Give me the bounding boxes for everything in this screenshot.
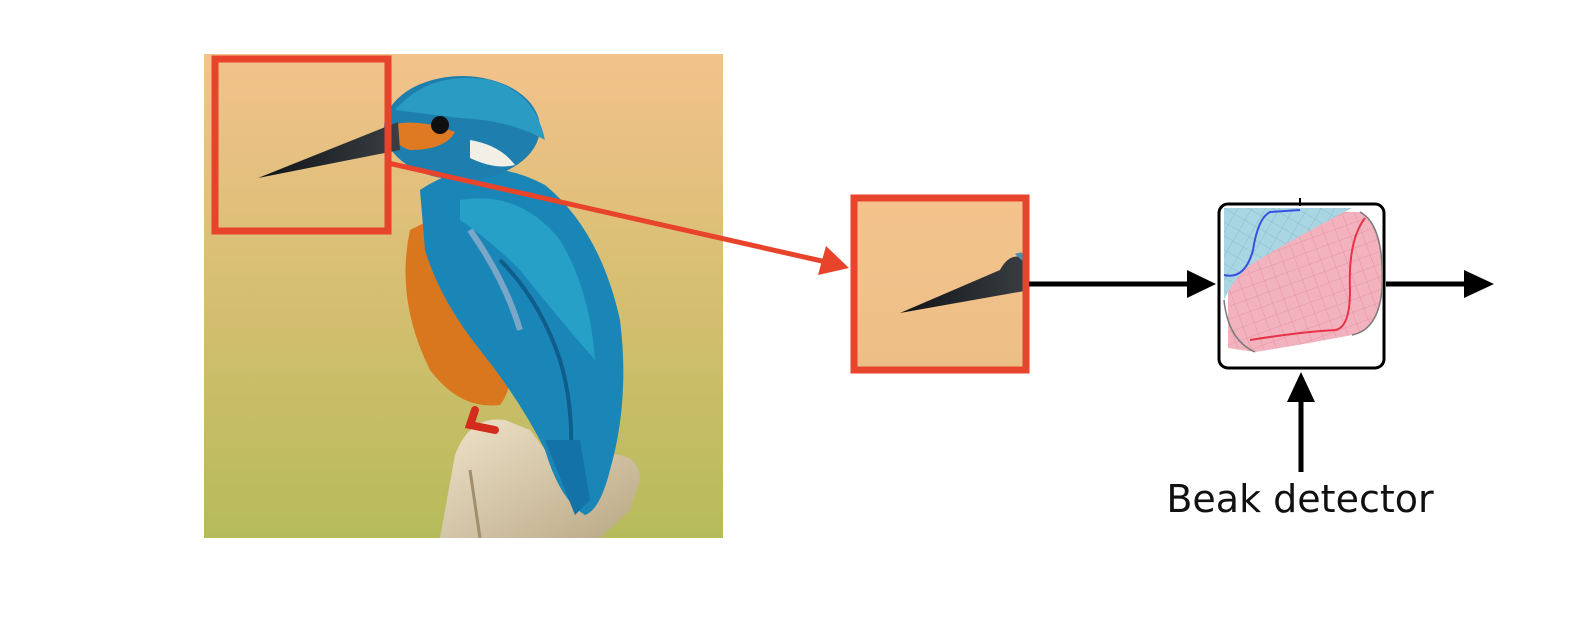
label-pointer-arrowhead [1287, 372, 1315, 402]
beak-crop-frame [850, 194, 1030, 374]
kingfisher-photo [204, 54, 723, 538]
beak-highlight-box [211, 55, 392, 235]
crop-connector-arrowhead [818, 246, 849, 275]
crop-connector-arrow [387, 160, 836, 267]
beak-crop [854, 198, 1026, 370]
beak-detector-label: Beak detector [1166, 477, 1434, 521]
output-arrowhead [1464, 270, 1494, 298]
detector-surface-icon [1217, 198, 1386, 370]
input-arrowhead [1187, 270, 1216, 298]
